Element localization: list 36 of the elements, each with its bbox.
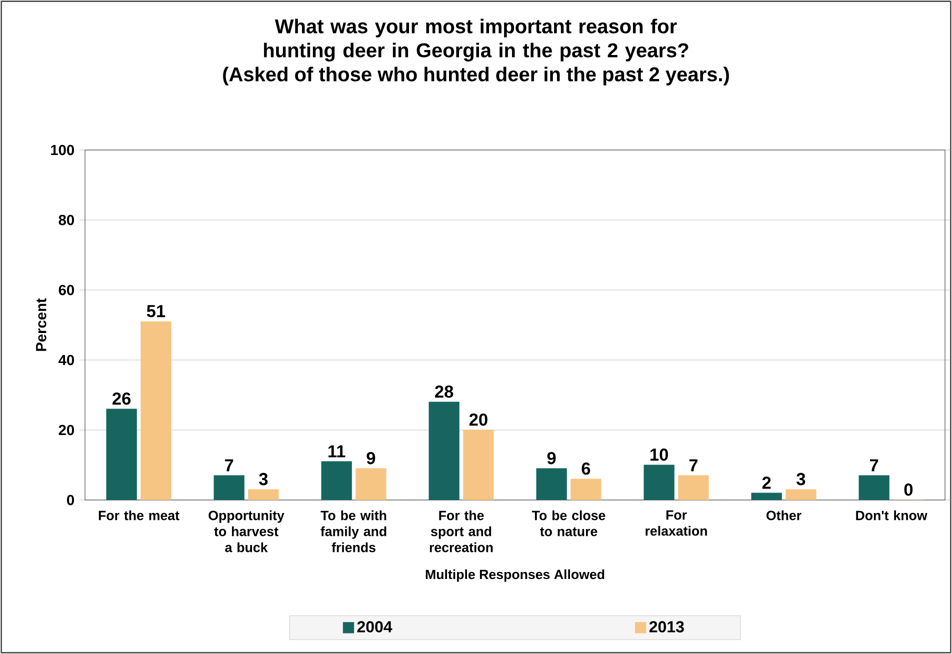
- data-label: 10: [650, 448, 668, 461]
- y-tick-label: 0: [67, 494, 74, 506]
- x-tick-label: For the meat: [98, 510, 180, 520]
- data-label: 7: [870, 459, 878, 472]
- x-tick-label: To be with family and friends: [320, 510, 386, 552]
- x-axis-title: Multiple Responses Allowed: [426, 569, 604, 582]
- x-tick-label: Other: [766, 510, 802, 520]
- data-label: 3: [796, 472, 806, 486]
- y-tick-label: 80: [58, 214, 74, 226]
- legend-label: 2013: [649, 621, 684, 632]
- chart-title: What was your most important reason for hunting deer in Georgia in the past 2 years?: [264, 18, 688, 62]
- y-tick-label: 20: [58, 424, 74, 436]
- chart-subtitle: (Asked of those who hunted deer in the past 2 years.): [223, 66, 729, 86]
- x-tick-label: For relaxation: [646, 510, 707, 536]
- data-label: 0: [904, 483, 913, 496]
- x-tick-label: Don't know: [856, 510, 928, 520]
- x-tick-label: To be close to nature: [532, 510, 606, 536]
- data-label: 26: [112, 392, 131, 405]
- data-label: 3: [259, 472, 268, 486]
- y-tick-label: 40: [58, 354, 74, 366]
- legend-label: 2004: [357, 621, 392, 632]
- y-tick-label: 100: [51, 144, 74, 156]
- data-label: 9: [366, 452, 376, 464]
- y-axis-title: Percent: [36, 298, 46, 351]
- data-label: 28: [435, 385, 454, 398]
- data-label: 9: [547, 452, 556, 464]
- y-tick-label: 60: [58, 284, 74, 296]
- data-label: 6: [582, 462, 590, 475]
- data-label: 20: [469, 413, 488, 426]
- data-label: 11: [328, 445, 346, 458]
- x-tick-label: Opportunity to harvest a buck: [208, 510, 284, 552]
- data-label: 7: [224, 459, 234, 472]
- x-tick-label: For the sport and recreation: [430, 510, 493, 552]
- data-label: 2: [762, 476, 771, 489]
- data-label: 7: [689, 459, 698, 472]
- data-label: 51: [146, 305, 166, 318]
